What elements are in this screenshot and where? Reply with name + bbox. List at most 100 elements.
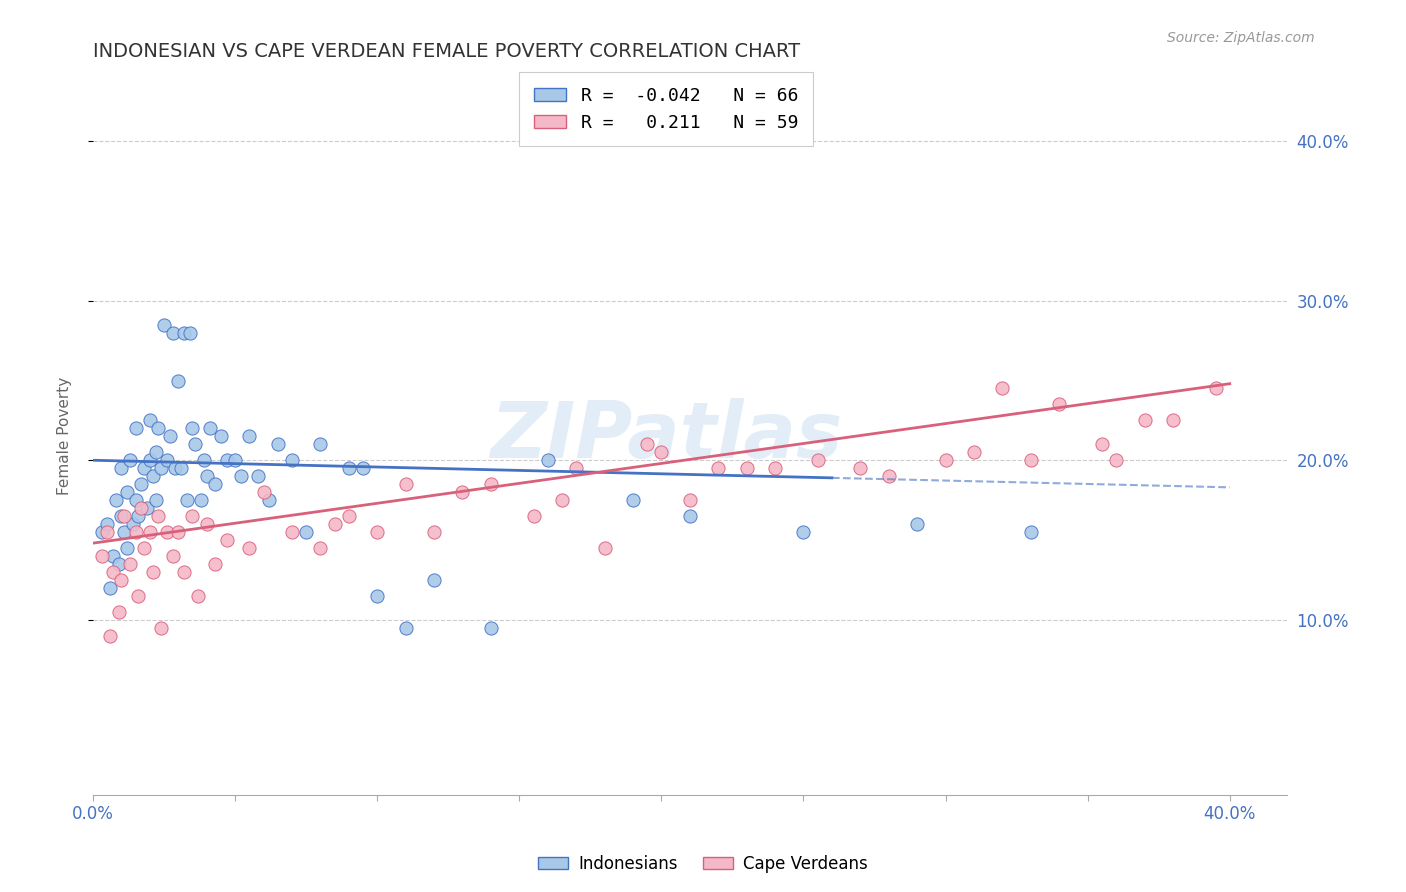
Point (204, 477, 226, 491)
Point (423, 573, 446, 587)
Point (159, 429, 181, 443)
Point (198, 421, 221, 435)
Point (96, 516, 118, 531)
Point (1161, 413, 1184, 427)
Point (252, 485, 274, 500)
Point (184, 437, 207, 451)
Point (537, 453, 560, 467)
Point (195, 516, 218, 531)
Y-axis label: Female Poverty: Female Poverty (58, 377, 72, 495)
Point (849, 461, 872, 475)
Point (150, 461, 173, 475)
Point (352, 461, 374, 475)
Point (366, 524, 388, 539)
Point (112, 509, 135, 524)
Point (110, 573, 132, 587)
Point (337, 461, 360, 475)
Point (98, 581, 121, 595)
Point (148, 421, 170, 435)
Point (136, 501, 159, 516)
Point (323, 516, 346, 531)
Point (679, 509, 702, 524)
Point (162, 549, 184, 563)
Point (735, 461, 758, 475)
Point (181, 509, 204, 524)
Point (139, 413, 162, 427)
Legend: R =  -0.042   N = 66, R =   0.211   N = 59: R = -0.042 N = 66, R = 0.211 N = 59 (519, 72, 813, 146)
Point (451, 485, 474, 500)
Point (522, 509, 544, 524)
Point (98, 629, 121, 643)
Point (394, 621, 416, 635)
Point (139, 524, 162, 539)
Point (238, 429, 260, 443)
Point (145, 493, 167, 508)
Point (1019, 453, 1042, 467)
Point (153, 318, 176, 332)
Point (167, 374, 190, 388)
Point (281, 453, 304, 467)
Point (309, 541, 332, 555)
Point (110, 461, 132, 475)
Point (229, 469, 252, 483)
Text: ZIPatlas: ZIPatlas (489, 399, 842, 475)
Point (124, 524, 146, 539)
Point (139, 453, 162, 467)
Point (124, 421, 146, 435)
Point (156, 453, 179, 467)
Point (96, 524, 118, 539)
Point (295, 524, 318, 539)
Point (110, 509, 132, 524)
Point (593, 541, 616, 555)
Point (173, 326, 195, 340)
Point (281, 524, 304, 539)
Point (134, 541, 156, 555)
Point (636, 437, 658, 451)
Point (173, 565, 195, 579)
Point (145, 445, 167, 459)
Point (792, 524, 814, 539)
Point (763, 461, 786, 475)
Point (963, 445, 986, 459)
Point (479, 477, 502, 491)
Point (118, 557, 141, 571)
Point (104, 493, 127, 508)
Point (156, 524, 179, 539)
Point (101, 565, 124, 579)
Point (1019, 524, 1042, 539)
Point (179, 326, 201, 340)
Point (1105, 453, 1128, 467)
Point (142, 469, 165, 483)
Point (115, 485, 138, 500)
Point (112, 524, 135, 539)
Point (101, 549, 124, 563)
Point (148, 509, 170, 524)
Point (165, 461, 187, 475)
Point (150, 621, 173, 635)
Point (224, 453, 246, 467)
Point (118, 453, 141, 467)
Point (257, 493, 280, 508)
Point (90, 549, 112, 563)
Point (142, 565, 165, 579)
Point (124, 493, 146, 508)
Point (905, 516, 928, 531)
Point (170, 461, 193, 475)
Point (193, 453, 215, 467)
Point (707, 461, 730, 475)
Point (176, 493, 198, 508)
Point (1133, 413, 1156, 427)
Point (366, 589, 388, 603)
Point (131, 477, 153, 491)
Point (935, 453, 957, 467)
Point (679, 493, 702, 508)
Point (162, 326, 184, 340)
Text: Source: ZipAtlas.com: Source: ZipAtlas.com (1167, 31, 1315, 45)
Point (1091, 437, 1114, 451)
Point (215, 533, 238, 547)
Point (127, 589, 149, 603)
Point (215, 453, 238, 467)
Point (134, 461, 156, 475)
Point (551, 493, 574, 508)
Point (107, 605, 129, 619)
